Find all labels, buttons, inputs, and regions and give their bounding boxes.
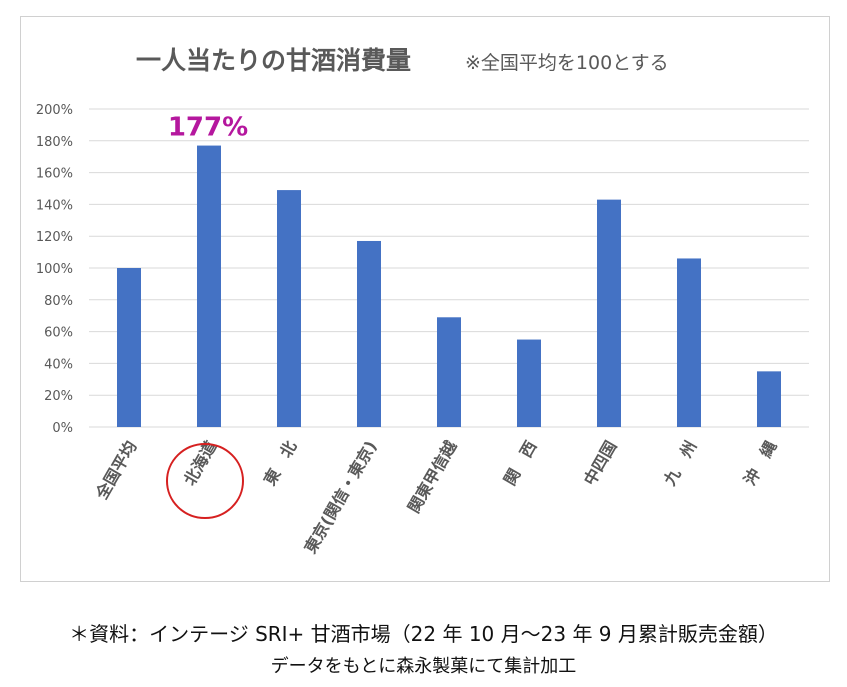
- x-tick-label: 沖 縄: [740, 438, 780, 489]
- chart-frame: 一人当たりの甘酒消費量 ※全国平均を100とする 0% 20% 40% 60% 80% 1…: [20, 16, 830, 582]
- y-tick-label: 60%: [44, 326, 73, 341]
- bar: [357, 240, 381, 427]
- y-tick-label: 120%: [36, 230, 73, 245]
- bar: [437, 317, 461, 427]
- highlight-circle: [166, 443, 244, 519]
- x-tick-label: 関 西: [500, 438, 540, 489]
- source-caption-note: データをもとに森永製菓にて集計加工: [270, 656, 577, 677]
- y-tick-label: 80%: [44, 294, 73, 309]
- y-tick-label: 160%: [36, 167, 73, 182]
- bar: [597, 199, 621, 427]
- x-tick-label: 東 北: [260, 438, 300, 489]
- x-tick-label: 関東甲信越: [404, 437, 461, 517]
- y-tick-label: 100%: [36, 262, 73, 277]
- chart-subtitle: ※全国平均を100とする: [465, 52, 669, 74]
- bar: [757, 371, 781, 427]
- x-tick-label: 九 州: [660, 438, 701, 490]
- y-tick-label: 40%: [44, 357, 73, 372]
- y-tick-label: 0%: [52, 421, 73, 436]
- source-caption: ＊資料：インテージ SRI+ 甘酒市場（22 年 10 月～23 年 9 月累計…: [69, 622, 778, 646]
- bar: [517, 339, 541, 427]
- y-tick-label: 20%: [44, 389, 73, 404]
- bar-chart: 一人当たりの甘酒消費量 ※全国平均を100とする 0% 20% 40% 60% 80% 1…: [36, 46, 809, 557]
- bar: [677, 258, 701, 427]
- y-tick-label: 140%: [36, 198, 73, 213]
- x-tick-label: 東京(関信・東京): [301, 438, 381, 557]
- hokkaido-value-annotation: 177%: [168, 113, 248, 143]
- x-tick-label: 中四国: [580, 438, 620, 489]
- bar: [117, 268, 141, 427]
- y-tick-label: 180%: [36, 135, 73, 150]
- chart-title: 一人当たりの甘酒消費量: [136, 46, 411, 75]
- bar: [277, 190, 301, 427]
- y-tick-label: 200%: [36, 103, 73, 118]
- x-tick-label: 全国平均: [92, 438, 141, 504]
- bar: [197, 145, 221, 427]
